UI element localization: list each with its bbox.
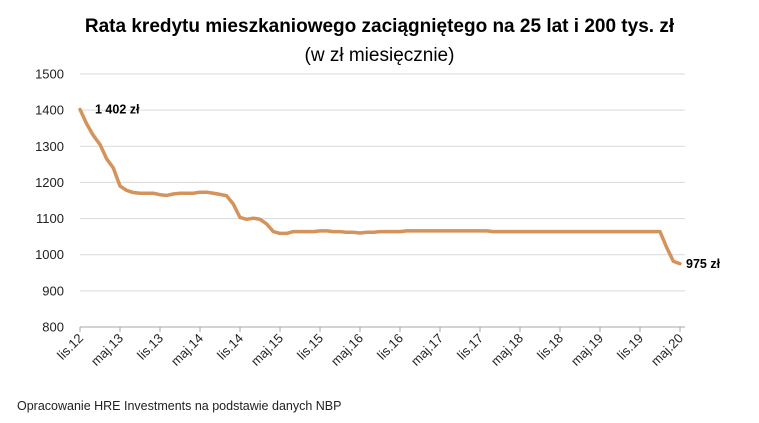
- x-tick-label: maj.13: [88, 331, 126, 369]
- x-tick-label: maj.14: [168, 331, 206, 369]
- y-tick-label: 1500: [35, 67, 64, 82]
- x-tick-label: maj.19: [568, 331, 606, 369]
- y-tick-label: 1000: [35, 247, 64, 262]
- source-note: Opracowanie HRE Investments na podstawie…: [17, 399, 342, 413]
- y-tick-label: 1300: [35, 139, 64, 154]
- data-label-last: 975 zł: [686, 257, 721, 271]
- gridlines: [80, 73, 685, 328]
- x-tick-label: maj.20: [648, 331, 686, 369]
- x-tick-label: lis.17: [454, 331, 486, 363]
- x-tick-label: lis.12: [54, 331, 86, 363]
- x-tick-label: maj.16: [328, 331, 366, 369]
- data-label-first: 1 402 zł: [95, 102, 140, 116]
- x-tick-label: maj.18: [488, 331, 526, 369]
- x-tick-label: lis.13: [134, 331, 166, 363]
- y-tick-label: 900: [42, 283, 64, 298]
- x-tick-label: maj.17: [408, 331, 446, 369]
- x-axis-ticks: lis.12 maj.13 lis.13 maj.14 lis.14 maj.15 lis.…: [54, 327, 686, 369]
- y-tick-label: 1200: [35, 175, 64, 190]
- chart-title: Rata kredytu mieszkaniowego zaciągnięteg…: [84, 16, 675, 37]
- x-tick-label: lis.16: [374, 331, 406, 363]
- series-group: [78, 107, 682, 266]
- y-tick-label: 800: [42, 320, 64, 335]
- x-tick-label: lis.15: [294, 331, 326, 363]
- x-tick-label: lis.19: [614, 331, 646, 363]
- y-axis-ticks: 800 900 1000 1100 1200 1300 1400 1500: [35, 67, 64, 335]
- data-labels: 1 402 zł 975 zł: [95, 102, 721, 270]
- x-tick-label: lis.14: [214, 331, 246, 363]
- y-tick-label: 1400: [35, 103, 64, 118]
- chart-subtitle: (w zł miesięcznie): [304, 45, 455, 66]
- x-tick-label: maj.15: [248, 331, 286, 369]
- x-tick-label: lis.18: [534, 331, 566, 363]
- series-line-0: [78, 107, 682, 266]
- y-tick-label: 1100: [36, 211, 64, 226]
